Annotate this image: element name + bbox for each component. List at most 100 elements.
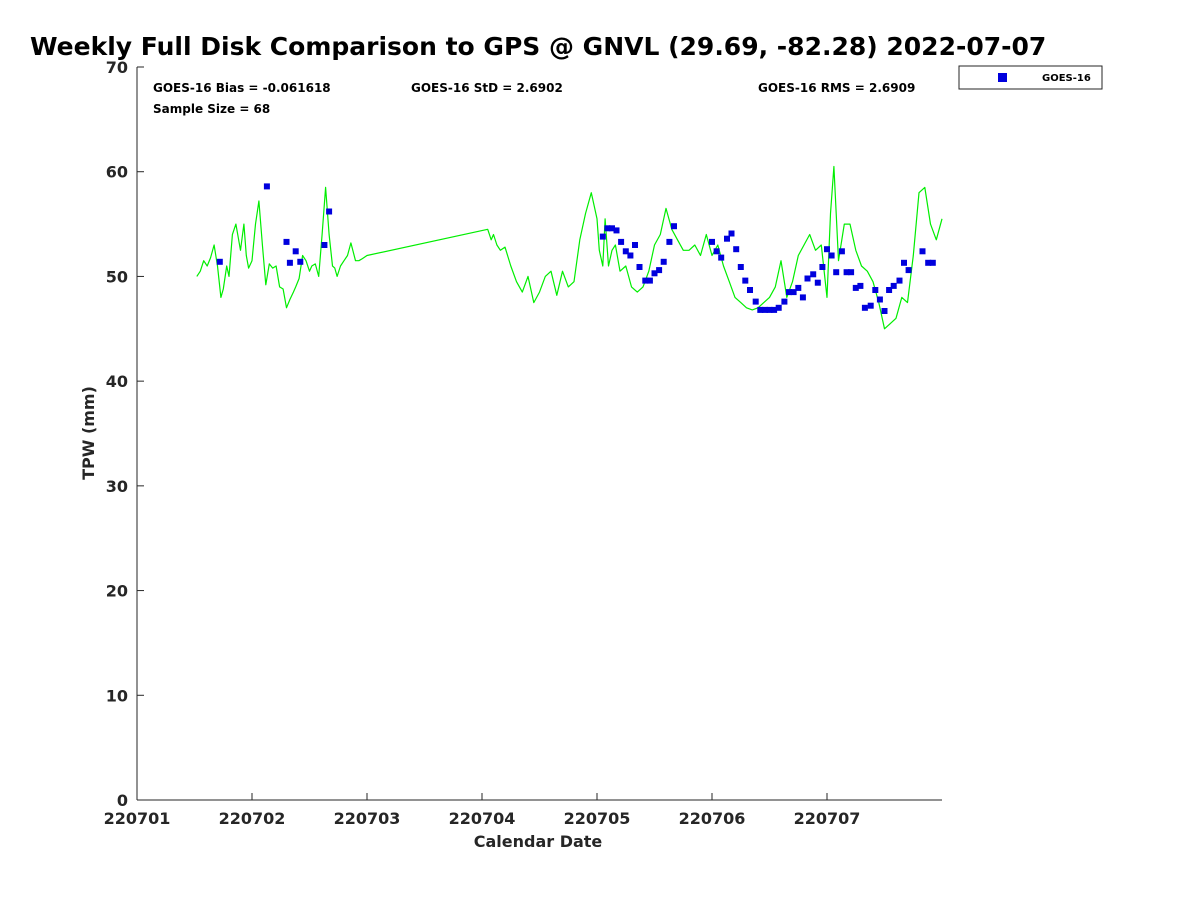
goes16-point [292, 248, 299, 255]
goes16-point [728, 230, 735, 237]
gps-tpw-line [196, 165, 943, 330]
y-tick-label: 70 [106, 58, 128, 77]
goes16-point [713, 248, 720, 255]
goes16-point [857, 282, 864, 289]
goes16-point [757, 306, 764, 313]
goes16-point [771, 306, 778, 313]
goes16-point [929, 259, 936, 266]
goes16-point [876, 296, 883, 303]
goes16-point [604, 225, 611, 232]
goes16-point [283, 238, 290, 245]
y-tick-label: 20 [106, 582, 128, 601]
goes16-point [925, 259, 932, 266]
goes16-point [790, 289, 797, 296]
goes16-point [622, 248, 629, 255]
legend-box [958, 65, 1103, 90]
stat-rms: GOES-16 RMS = 2.6909 [758, 81, 915, 95]
stat-bias: GOES-16 Bias = -0.061618 [153, 81, 331, 95]
goes16-point [632, 242, 638, 248]
goes16-point [326, 208, 333, 215]
legend-marker-goes16 [998, 73, 1007, 82]
goes16-point [781, 298, 788, 305]
goes16-point [286, 259, 293, 266]
goes16-point [766, 306, 773, 313]
goes16-point [886, 287, 893, 293]
goes16-point [890, 282, 897, 289]
goes16-point [810, 271, 817, 278]
x-tick-label: 220705 [564, 809, 631, 828]
y-ticks: 0 10 20 30 40 50 60 70 [106, 58, 144, 810]
goes16-point [599, 233, 606, 240]
goes16-point [297, 258, 304, 265]
goes16-point [216, 258, 223, 265]
goes16-point [786, 289, 792, 296]
goes16-point [775, 304, 782, 311]
goes16-point [263, 183, 270, 190]
goes16-point [747, 287, 753, 293]
goes16-point [814, 279, 821, 286]
goes16-point [905, 267, 912, 274]
goes16-point [733, 246, 740, 253]
x-tick-label: 220706 [679, 809, 746, 828]
goes16-point [828, 252, 835, 259]
goes16-point [919, 248, 926, 255]
y-tick-label: 30 [106, 477, 128, 496]
goes16-point [651, 270, 658, 277]
goes16-point [843, 269, 850, 276]
y-axis-label: TPW (mm) [79, 386, 98, 480]
goes16-point [718, 254, 725, 261]
goes16-point [852, 284, 859, 291]
y-tick-label: 40 [106, 372, 128, 391]
goes16-point [671, 223, 677, 230]
goes16-point [666, 238, 673, 245]
goes16-point [737, 264, 744, 270]
goes16-point [742, 277, 749, 284]
goes16-point [838, 248, 845, 255]
goes16-point [618, 238, 625, 245]
goes16-point [646, 277, 653, 284]
stat-sample-size: Sample Size = 68 [153, 102, 270, 116]
stat-std: GOES-16 StD = 2.6902 [411, 81, 563, 95]
goes16-point [881, 308, 888, 314]
x-tick-label: 220703 [334, 809, 401, 828]
goes16-point [799, 294, 806, 301]
x-tick-label: 220701 [104, 809, 171, 828]
x-tick-label: 220704 [449, 809, 516, 828]
goes16-point [833, 269, 840, 276]
legend: GOES-16 [958, 65, 1103, 90]
goes16-point [609, 225, 615, 232]
goes16-point [321, 242, 328, 248]
goes16-point [627, 252, 634, 259]
goes16-point [752, 298, 759, 305]
goes16-point [896, 277, 903, 284]
goes16-point [861, 304, 868, 311]
legend-label-goes16: GOES-16 [1042, 73, 1091, 84]
y-tick-label: 50 [106, 267, 128, 286]
chart-title: Weekly Full Disk Comparison to GPS @ GNV… [30, 32, 1046, 61]
goes16-point [709, 238, 715, 245]
goes16-point [656, 267, 663, 274]
plot-axes [136, 67, 942, 801]
goes16-point [761, 306, 768, 313]
goes16-point [848, 269, 855, 276]
goes16-point [819, 264, 826, 270]
goes16-point [867, 302, 874, 309]
goes16-point [804, 275, 811, 282]
y-tick-label: 60 [106, 163, 128, 182]
series-layer [196, 165, 943, 330]
goes16-point [724, 235, 730, 242]
x-tick-label: 220707 [794, 809, 861, 828]
goes16-point [660, 258, 667, 265]
goes16-point [901, 259, 907, 266]
goes16-point [613, 227, 620, 234]
y-tick-label: 10 [106, 686, 128, 705]
x-ticks: 220701 220702 220703 220704 220705 220706 2207… [104, 793, 861, 828]
goes16-point [872, 287, 879, 293]
x-axis-label: Calendar Date [474, 832, 603, 851]
goes16-point [795, 284, 802, 291]
x-tick-label: 220702 [219, 809, 286, 828]
goes16-point [824, 246, 830, 253]
goes16-point [642, 277, 649, 284]
goes16-point [636, 264, 643, 270]
